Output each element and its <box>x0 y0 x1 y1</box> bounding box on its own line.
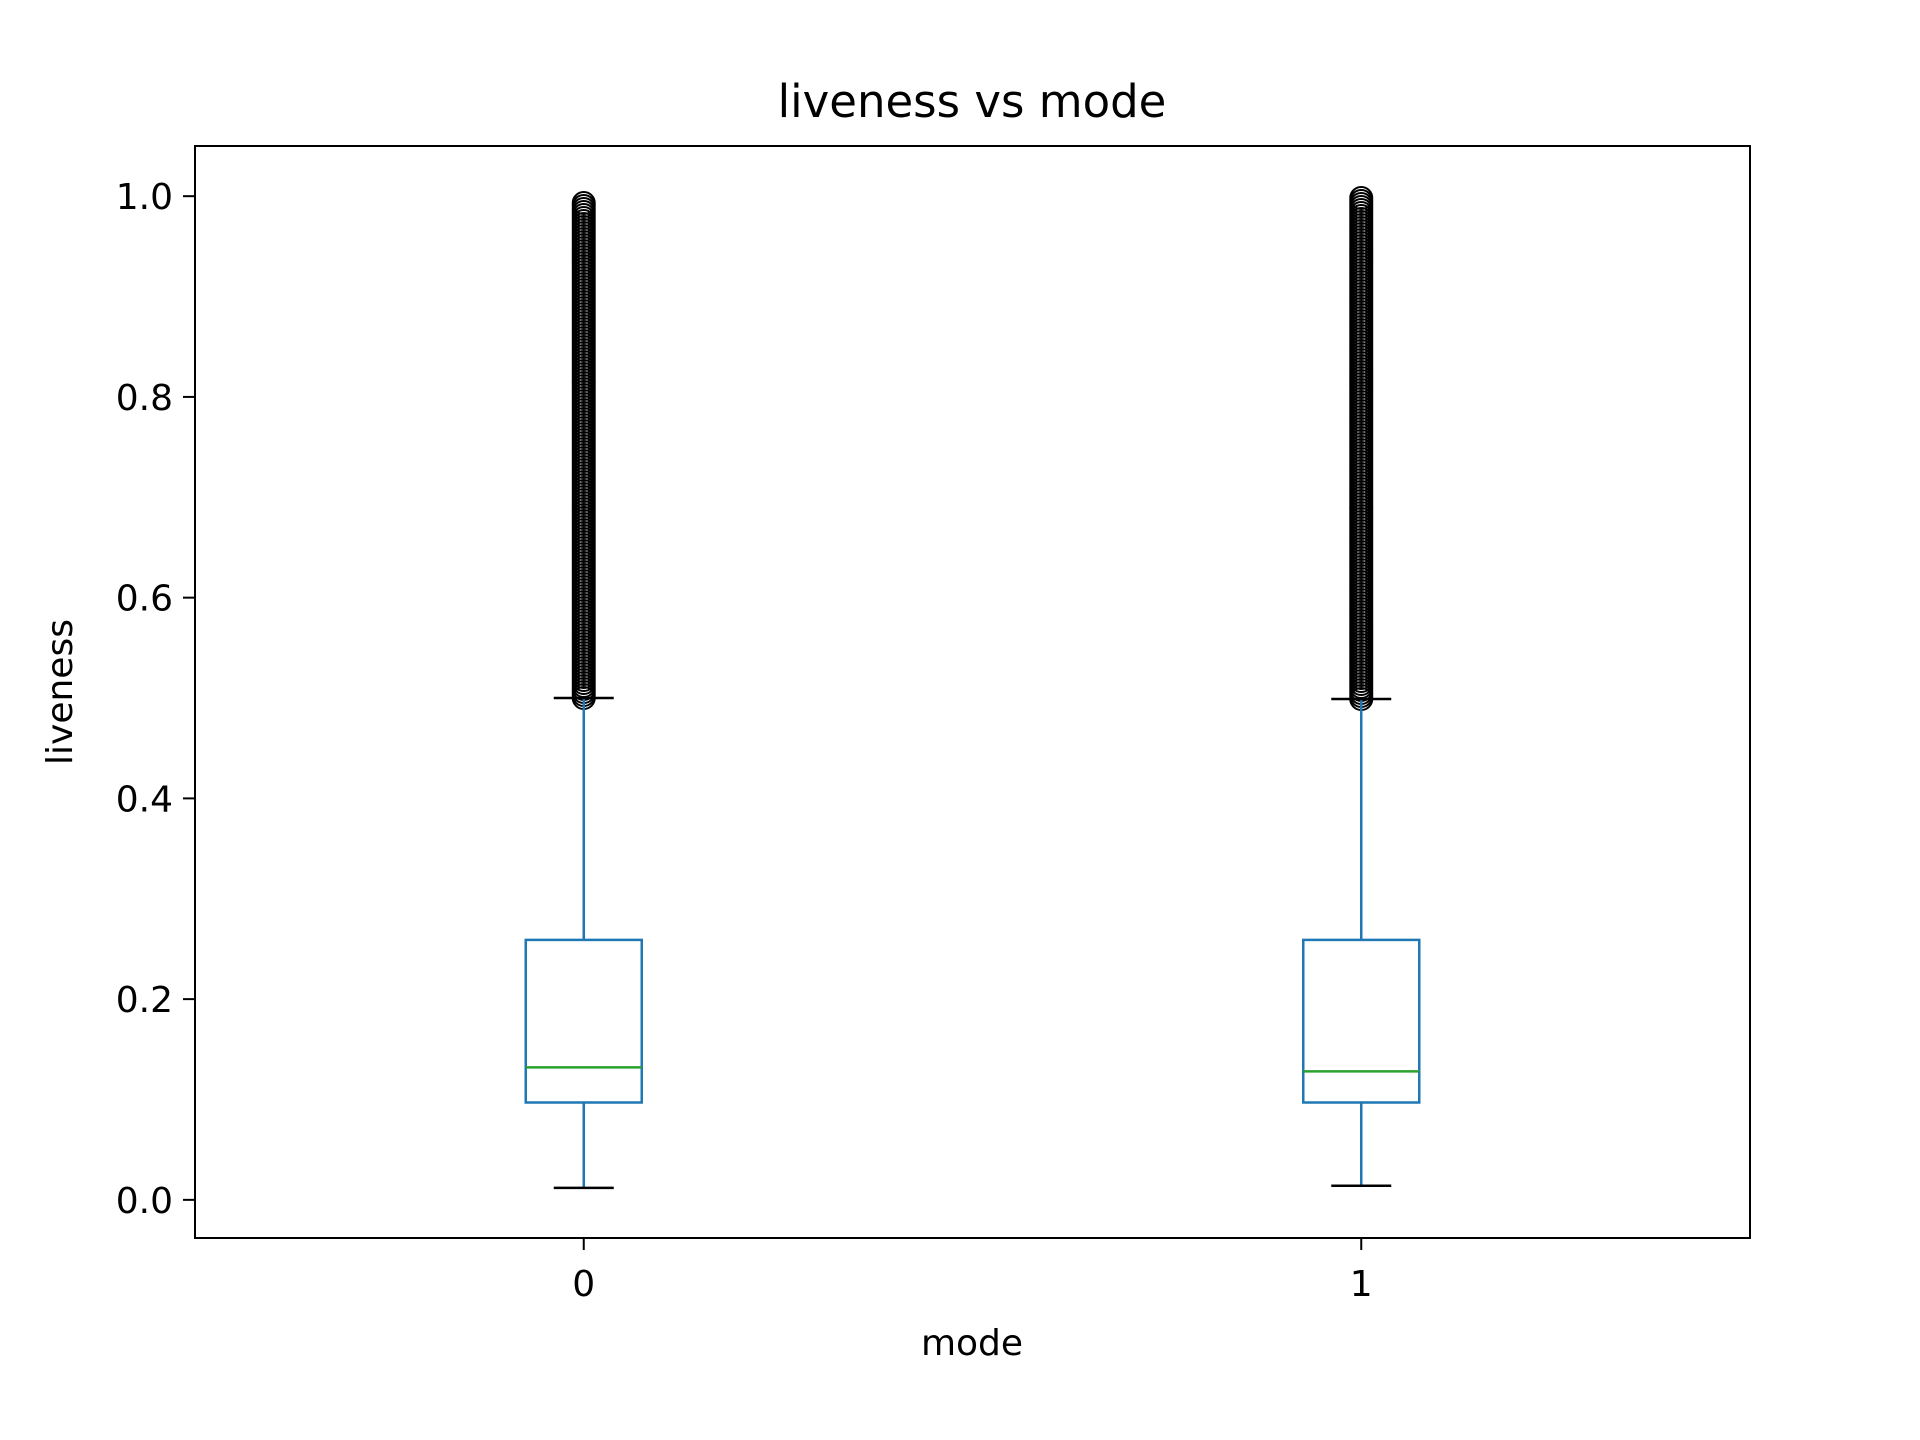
fliers <box>1349 186 1374 712</box>
y-tick-label: 0.2 <box>116 980 173 1021</box>
x-tick-label: 1 <box>1350 1264 1373 1305</box>
plot-area <box>524 186 1421 1190</box>
flier-point <box>571 191 596 216</box>
y-tick-label: 0.6 <box>116 579 173 620</box>
y-tick-label: 1.0 <box>116 177 173 218</box>
y-axis: 0.0 0.2 0.4 0.6 0.8 1.0 <box>116 177 195 1222</box>
fliers <box>571 191 596 711</box>
y-tick-label: 0.4 <box>116 779 173 820</box>
y-tick-label: 0.8 <box>116 378 173 419</box>
iqr-box <box>524 938 643 1104</box>
y-axis-label: liveness <box>40 619 81 765</box>
flier-point <box>1349 186 1374 211</box>
x-axis-label: mode <box>921 1323 1023 1364</box>
box-group-mode-1 <box>1302 186 1421 1188</box>
iqr-box <box>1302 938 1421 1104</box>
box-group-mode-0 <box>524 191 643 1190</box>
axes-frame <box>194 145 1751 1239</box>
y-tick-label: 0.0 <box>116 1181 173 1222</box>
x-tick-label: 0 <box>572 1264 595 1305</box>
chart-title: liveness vs mode <box>778 75 1167 128</box>
